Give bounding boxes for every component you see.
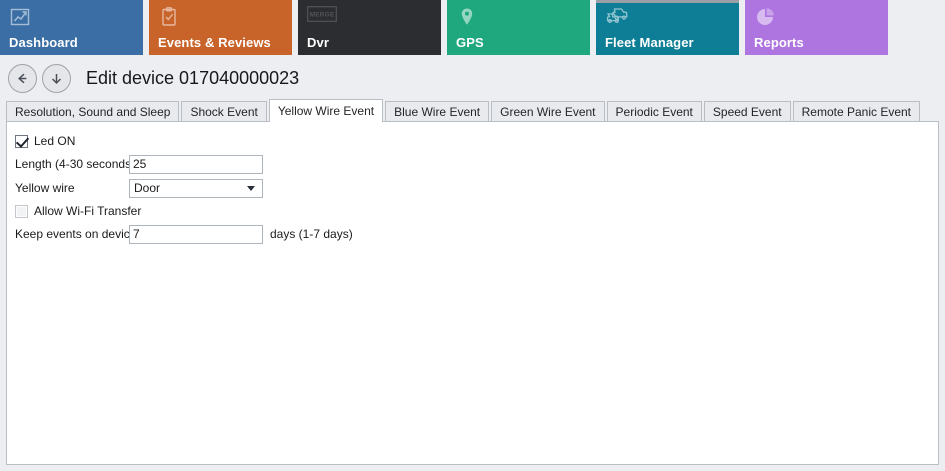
form-row-yellow-wire: Yellow wire Door [7,176,938,200]
yellow-wire-label: Yellow wire [15,181,75,195]
allow-wifi-transfer-checkbox[interactable]: Allow Wi-Fi Transfer [15,204,141,218]
nav-tile-reports[interactable]: Reports [745,0,888,55]
checkbox-unchecked-icon [15,204,28,218]
tab-green-wire-event[interactable]: Green Wire Event [491,101,605,121]
tab-resolution-sound-and-sleep[interactable]: Resolution, Sound and Sleep [6,101,180,121]
nav-tile-dvr[interactable]: MERGE Dvr [298,0,441,55]
checkbox-checked-icon [15,134,28,148]
nav-tile-label: Reports [754,35,804,50]
allow-wifi-transfer-label: Allow Wi-Fi Transfer [34,204,142,218]
length-label: Length (4-30 seconds) [15,157,136,171]
nav-tile-label: Events & Reviews [158,35,271,50]
tab-bar: Resolution, Sound and Sleep Shock Event … [0,99,945,122]
length-input[interactable] [129,154,263,174]
tab-panel-yellow-wire-event: Led ON Length (4-30 seconds) Yellow wire… [6,121,939,465]
tab-speed-event[interactable]: Speed Event [703,101,791,121]
page-header: Edit device 017040000023 [0,57,945,99]
main-navigation: Dashboard Events & Reviews MERGE Dvr [0,0,945,57]
nav-tile-gps[interactable]: GPS [447,0,590,55]
download-button[interactable] [42,63,71,93]
yellow-wire-select[interactable]: Door [129,178,263,198]
vehicles-icon [605,6,628,28]
dvr-logo-icon: MERGE [307,6,337,28]
pie-chart-icon [754,6,776,28]
led-on-checkbox[interactable]: Led ON [15,134,75,148]
nav-tile-label: Dvr [307,35,329,50]
form-row-length: Length (4-30 seconds) [7,152,938,176]
keep-events-label: Keep events on device [15,227,137,241]
chevron-down-icon [247,185,255,191]
tab-remote-panic-event[interactable]: Remote Panic Event [792,101,920,121]
svg-text:MERGE: MERGE [310,12,335,19]
tab-shock-event[interactable]: Shock Event [181,101,267,121]
page-title: Edit device 017040000023 [86,67,300,88]
arrow-left-circle-icon [15,71,30,86]
nav-tile-fleet-manager[interactable]: Fleet Manager [596,0,739,55]
form-row-wifi-transfer: Allow Wi-Fi Transfer [7,200,938,222]
keep-events-input[interactable] [129,224,263,244]
tab-periodic-event[interactable]: Periodic Event [606,101,702,121]
active-indicator [596,0,739,3]
clipboard-check-icon [158,6,180,28]
form-row-led-on: Led ON [7,130,938,152]
form-row-keep-events: Keep events on device days (1-7 days) [7,222,938,246]
nav-tile-label: Fleet Manager [605,35,694,50]
map-pin-icon [456,6,478,28]
nav-tile-dashboard[interactable]: Dashboard [0,0,143,55]
back-button[interactable] [8,63,37,93]
nav-tile-label: GPS [456,35,484,50]
tab-blue-wire-event[interactable]: Blue Wire Event [385,101,490,121]
led-on-label: Led ON [34,134,76,148]
nav-tile-events-and-reviews[interactable]: Events & Reviews [149,0,292,55]
tab-yellow-wire-event[interactable]: Yellow Wire Event [268,99,384,122]
arrow-down-circle-icon [49,71,64,86]
yellow-wire-selected-value: Door [134,180,161,195]
chart-line-icon [9,6,31,28]
nav-tile-label: Dashboard [9,35,78,50]
keep-events-suffix: days (1-7 days) [270,227,353,241]
